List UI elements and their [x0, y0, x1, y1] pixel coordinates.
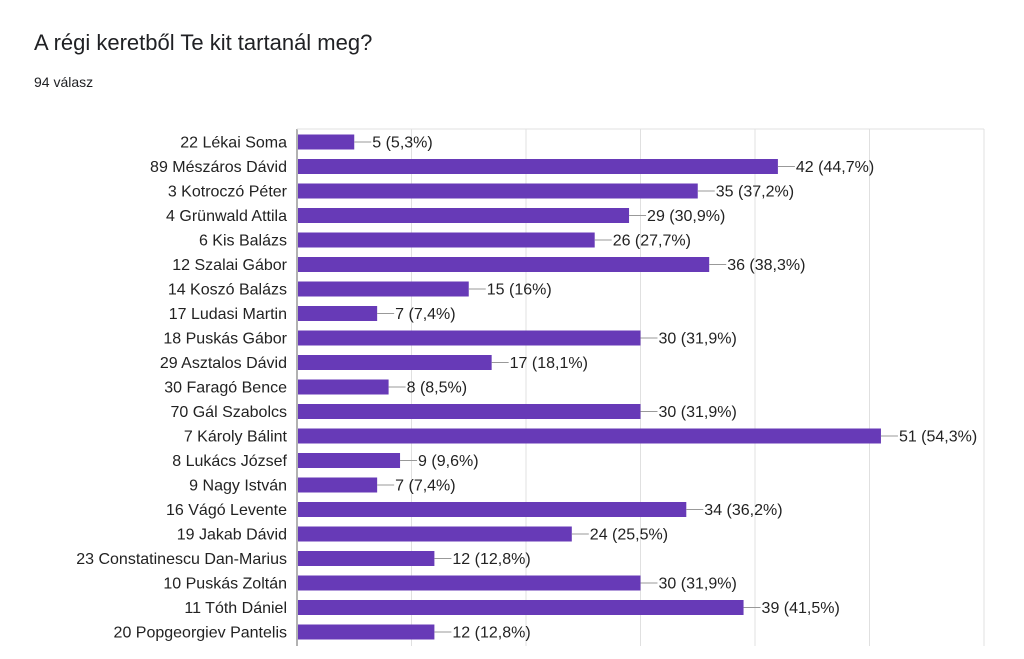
bar: [298, 159, 778, 174]
category-label: 14 Koszó Balázs: [168, 282, 287, 299]
value-label: 12 (12,8%): [452, 625, 530, 642]
bar: [298, 379, 389, 395]
value-label: 12 (12,8%): [452, 551, 530, 568]
bar: [298, 428, 881, 444]
bar: [298, 526, 572, 542]
bar: [298, 624, 435, 640]
value-label: 29 (30,9%): [647, 208, 725, 225]
value-label: 17 (18,1%): [510, 355, 588, 372]
category-label: 29 Asztalos Dávid: [160, 355, 287, 372]
category-label: 4 Grünwald Attila: [166, 208, 287, 225]
bar: [298, 208, 630, 223]
category-label: 30 Faragó Bence: [164, 380, 287, 397]
category-label: 18 Puskás Gábor: [163, 331, 287, 348]
category-label: 16 Vágó Levente: [166, 502, 287, 519]
bar: [298, 330, 641, 346]
value-label: 7 (7,4%): [395, 306, 455, 323]
bar: [298, 551, 435, 566]
value-label: 7 (7,4%): [395, 478, 455, 495]
value-label: 39 (41,5%): [762, 600, 840, 617]
bar: [298, 232, 595, 248]
category-label: 19 Jakab Dávid: [177, 527, 287, 544]
value-label: 35 (37,2%): [716, 184, 794, 201]
chart-grid: [296, 128, 985, 646]
value-label: 24 (25,5%): [590, 527, 668, 544]
bar: [298, 404, 641, 419]
chart-title: A régi keretből Te kit tartanál meg?: [34, 30, 373, 55]
category-label: 17 Ludasi Martin: [169, 306, 287, 323]
category-label: 22 Lékai Soma: [180, 135, 287, 152]
value-label: 34 (36,2%): [704, 502, 782, 519]
value-label: 8 (8,5%): [407, 380, 467, 397]
category-label: 70 Gál Szabolcs: [170, 404, 287, 421]
bar: [298, 453, 401, 468]
chart-bars: [298, 134, 898, 640]
value-label: 30 (31,9%): [659, 331, 737, 348]
category-label: 12 Szalai Gábor: [172, 257, 287, 274]
category-label: 9 Nagy István: [189, 478, 287, 495]
value-label: 15 (16%): [487, 282, 552, 299]
bar: [298, 600, 744, 615]
category-label: 3 Kotroczó Péter: [168, 184, 288, 201]
bar: [298, 281, 469, 297]
value-label: 26 (27,7%): [613, 233, 691, 250]
value-label: 51 (54,3%): [899, 429, 977, 446]
value-label: 36 (38,3%): [727, 257, 805, 274]
category-label: 89 Mészáros Dávid: [150, 159, 287, 176]
bar: [298, 502, 687, 517]
bar: [298, 306, 378, 321]
bar: [298, 134, 355, 150]
category-label: 23 Constatinescu Dan-Marius: [76, 551, 287, 568]
category-label: 8 Lukács József: [172, 453, 287, 470]
bar: [298, 477, 378, 493]
category-labels: 22 Lékai Soma 89 Mészáros Dávid 3 Kotroczó…: [76, 135, 287, 642]
bar: [298, 355, 492, 370]
value-labels: 5 (5,3%) 42 (44,7%)35 (37,2%) 29 (30,9%) 26…: [372, 135, 977, 642]
bar: [298, 575, 641, 591]
bar: [298, 257, 710, 272]
category-label: 7 Károly Bálint: [184, 429, 288, 446]
value-label: 30 (31,9%): [659, 576, 737, 593]
bar: [298, 183, 698, 199]
category-label: 10 Puskás Zoltán: [163, 576, 287, 593]
category-label: 6 Kis Balázs: [199, 233, 287, 250]
value-label: 9 (9,6%): [418, 453, 478, 470]
value-label: 5 (5,3%): [372, 135, 432, 152]
response-count: 94 válasz: [34, 74, 94, 90]
category-label: 11 Tóth Dániel: [184, 600, 287, 617]
value-label: 30 (31,9%): [659, 404, 737, 421]
value-label: 42 (44,7%): [796, 159, 874, 176]
category-label: 20 Popgeorgiev Pantelis: [114, 625, 287, 642]
